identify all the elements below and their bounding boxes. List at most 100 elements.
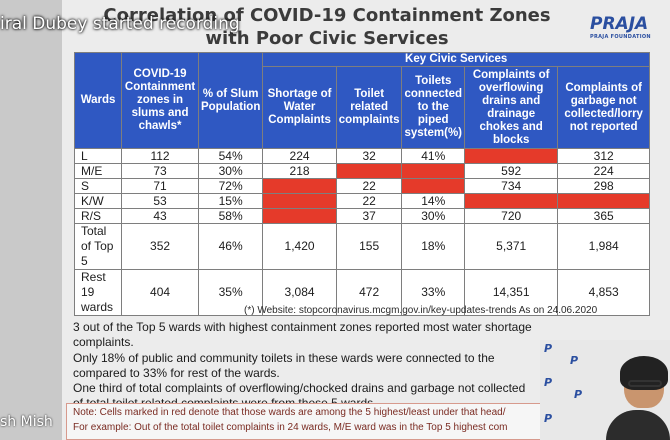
cell-ward: S — [73, 178, 123, 194]
cell-slum: 35% — [197, 269, 264, 316]
footnote-line1: Note: Cells marked in red denote that th… — [73, 407, 506, 418]
cell-toilet: 37 — [335, 208, 403, 224]
cell-garbage: 4,853 — [557, 269, 650, 316]
cell-garbage: 312 — [557, 148, 650, 164]
cell-drains: 720 — [464, 208, 559, 224]
recording-banner: iral Dubey started recording — [0, 14, 240, 34]
slide-title-line1: Correlation of COVID-19 Containment Zone… — [103, 5, 551, 26]
cell-toilet: 22 — [335, 193, 403, 209]
cell-water: 1,420 — [262, 223, 337, 270]
cell-slum: 46% — [197, 223, 264, 270]
cell-toilet: 155 — [335, 223, 403, 270]
bullet-line: Only 18% of public and community toilets… — [73, 350, 495, 365]
cell-slum: 30% — [197, 163, 264, 179]
header-row: Shortage of Water Complaints Toilet rela… — [75, 66, 650, 149]
participant-name-label: sh Mish — [0, 414, 53, 430]
cell-covid: 73 — [121, 163, 199, 179]
table-row: L 112 54% 224 32 41% 312 — [73, 148, 650, 164]
backdrop-logo: P — [570, 354, 579, 367]
cell-drains: 5,371 — [464, 223, 559, 270]
cell-drains-highlighted — [464, 148, 559, 164]
slide-bullets: 3 out of the Top 5 wards with highest co… — [73, 320, 573, 412]
cell-drains: 14,351 — [464, 269, 559, 316]
cell-piped: 30% — [401, 208, 466, 224]
cell-toilet: 32 — [335, 148, 403, 164]
table-row: R/S 43 58% 37 30% 720 365 — [73, 208, 650, 224]
cell-covid: 71 — [121, 178, 199, 194]
footnote-line2: For example: Out of the total toilet com… — [73, 422, 508, 433]
header-drain-complaints: Complaints of overflowing drains and dra… — [464, 66, 559, 149]
header-wards: Wards — [73, 52, 123, 149]
civic-services-table: Wards COVID-19 Containment zones in slum… — [73, 52, 650, 316]
cell-drains: 734 — [464, 178, 559, 194]
header-group-row: Wards COVID-19 Containment zones in slum… — [73, 52, 650, 149]
cell-water: 218 — [262, 163, 337, 179]
header-slum-population: % of Slum Population — [197, 52, 264, 149]
cell-drains: 592 — [464, 163, 559, 179]
cell-ward: K/W — [73, 193, 123, 209]
cell-slum: 58% — [197, 208, 264, 224]
total-top5-row: Total of Top 5 352 46% 1,420 155 18% 5,3… — [73, 223, 650, 270]
cell-ward: M/E — [73, 163, 123, 179]
cell-piped: 33% — [401, 269, 466, 316]
table-row: K/W 53 15% 22 14% — [73, 193, 650, 209]
header-covid-zones: COVID-19 Containment zones in slums and … — [121, 52, 199, 149]
backdrop-logo: P — [574, 388, 583, 401]
cell-piped-highlighted — [401, 178, 466, 194]
cell-drains-highlighted — [464, 193, 559, 209]
praja-logo: PRAJA PRAJA FOUNDATION — [590, 14, 660, 42]
cell-covid: 404 — [121, 269, 199, 316]
logo-subtitle: PRAJA FOUNDATION — [590, 34, 651, 40]
cell-piped: 41% — [401, 148, 466, 164]
cell-water: 224 — [262, 148, 337, 164]
cell-garbage: 224 — [557, 163, 650, 179]
cell-toilet-highlighted — [335, 163, 403, 179]
bullet-line: One third of total complaints of overflo… — [73, 381, 526, 396]
header-toilets-piped: Toilets connected to the piped system(%) — [401, 66, 466, 149]
cell-piped-highlighted — [401, 163, 466, 179]
cell-piped: 14% — [401, 193, 466, 209]
slide-title: Correlation of COVID-19 Containment Zone… — [62, 4, 592, 50]
cell-garbage: 298 — [557, 178, 650, 194]
footnote-box: Note: Cells marked in red denote that th… — [66, 403, 574, 440]
rest-19-wards-row: Rest 19 wards 404 35% 3,084 472 33% 14,3… — [73, 269, 650, 316]
header-garbage-complaints: Complaints of garbage not collected/lorr… — [557, 66, 650, 149]
slide-title-line2: with Poor Civic Services — [205, 28, 449, 49]
cell-toilet: 472 — [335, 269, 403, 316]
bullet-line: 3 out of the Top 5 wards with highest co… — [73, 320, 532, 350]
cell-garbage: 365 — [557, 208, 650, 224]
cell-water: 3,084 — [262, 269, 337, 316]
backdrop-logo: P — [544, 412, 553, 425]
cell-ward: Rest 19 wards — [73, 269, 123, 316]
participant-video[interactable]: P P P P P — [540, 340, 670, 440]
logo-text: PRAJA — [590, 14, 649, 34]
backdrop-logo: P — [544, 342, 553, 355]
cell-covid: 112 — [121, 148, 199, 164]
cell-garbage: 1,984 — [557, 223, 650, 270]
table-row: M/E 73 30% 218 592 224 — [73, 163, 650, 179]
cell-covid: 352 — [121, 223, 199, 270]
cell-toilet: 22 — [335, 178, 403, 194]
bullet-line: compared to 33% for rest of the wards. — [73, 365, 280, 380]
cell-water-highlighted — [262, 193, 337, 209]
cell-piped: 18% — [401, 223, 466, 270]
cell-slum: 72% — [197, 178, 264, 194]
header-key-civic-services: Key Civic Services — [262, 52, 650, 67]
person-glasses — [628, 380, 662, 387]
table-row: S 71 72% 22 734 298 — [73, 178, 650, 194]
cell-ward: R/S — [73, 208, 123, 224]
backdrop-logo: P — [544, 376, 553, 389]
header-toilet-complaints: Toilet related complaints — [335, 66, 403, 149]
cell-covid: 43 — [121, 208, 199, 224]
header-water-shortage: Shortage of Water Complaints — [262, 66, 337, 149]
cell-covid: 53 — [121, 193, 199, 209]
cell-water-highlighted — [262, 178, 337, 194]
cell-slum: 54% — [197, 148, 264, 164]
cell-garbage-highlighted — [557, 193, 650, 209]
source-note: (*) Website: stopcoronavirus.mcgm.gov.in… — [244, 305, 598, 316]
cell-water-highlighted — [262, 208, 337, 224]
cell-ward: L — [73, 148, 123, 164]
cell-ward: Total of Top 5 — [73, 223, 123, 270]
cell-slum: 15% — [197, 193, 264, 209]
